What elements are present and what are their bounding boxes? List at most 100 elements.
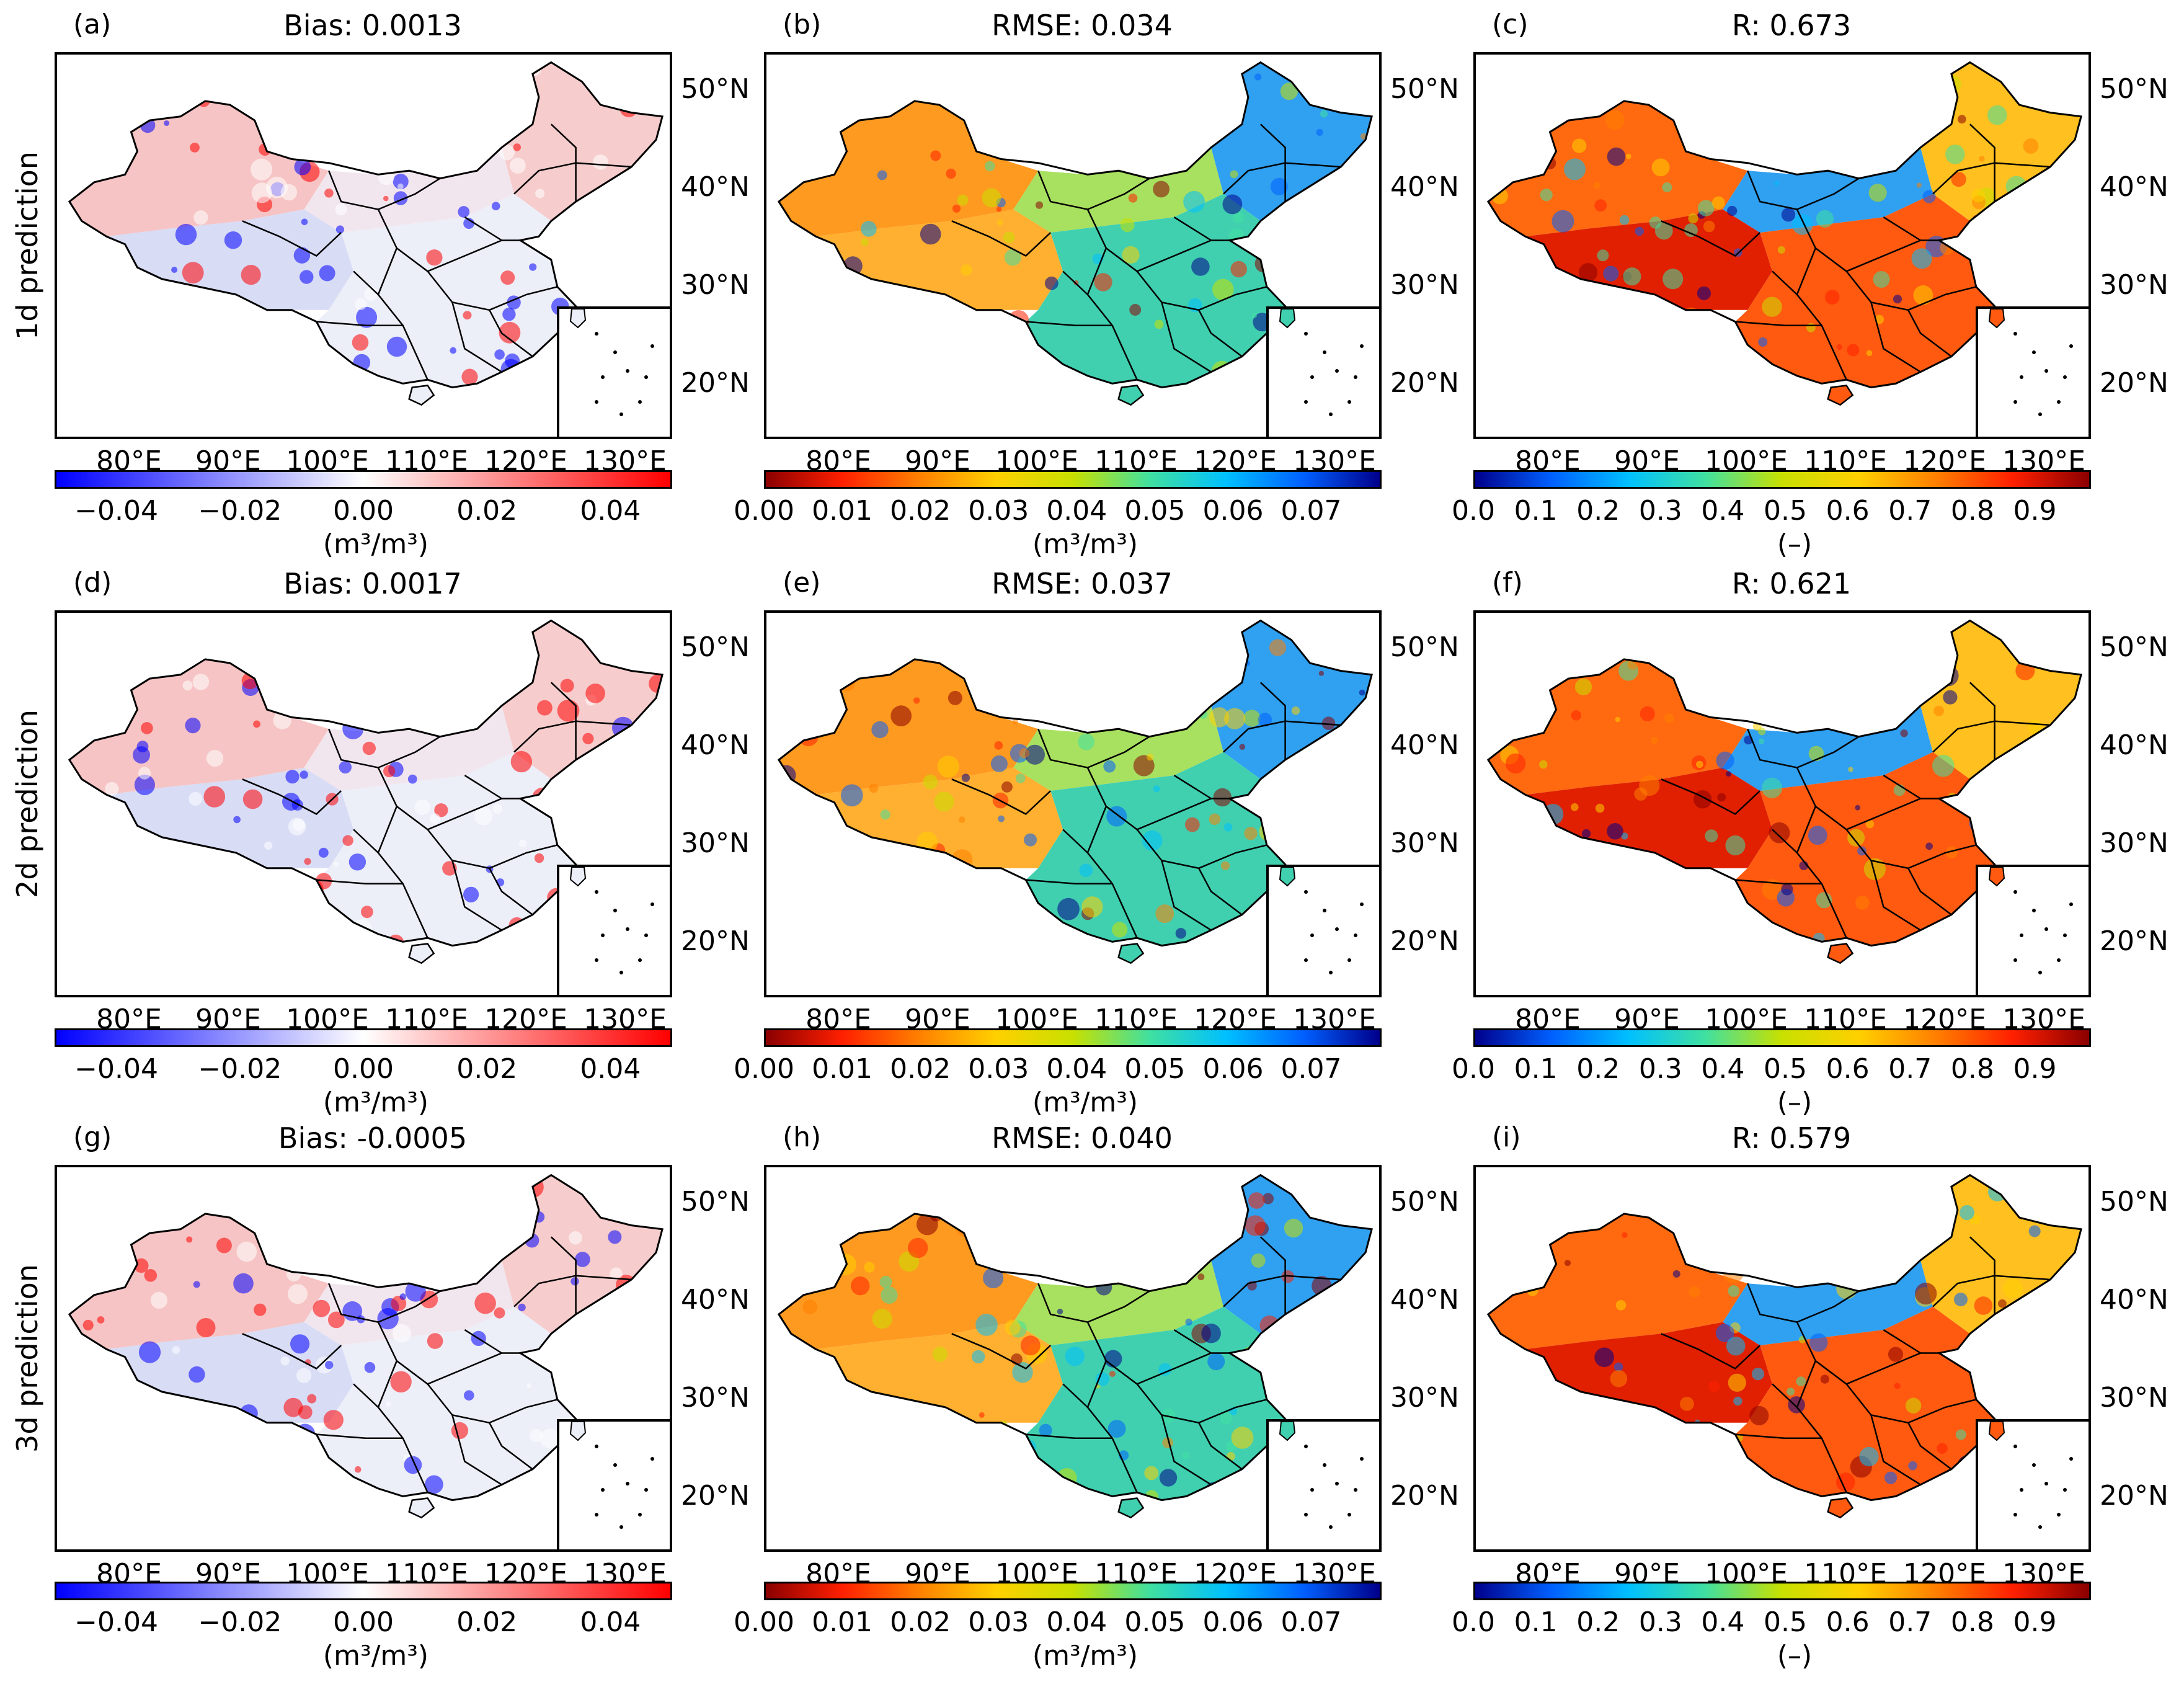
- texture-blob: [319, 265, 335, 282]
- province-boundary: [1026, 1433, 1112, 1440]
- province-boundary: [1198, 868, 1243, 915]
- province-boundary: [1086, 1322, 1230, 1385]
- colorbar-tick-label: 0.02: [890, 1053, 951, 1085]
- colorbar-tick-label: 0.1: [1514, 495, 1558, 527]
- texture-blob: [1001, 781, 1013, 793]
- texture-blob: [1884, 1471, 1898, 1484]
- texture-blob: [1081, 896, 1103, 918]
- region-northeast: [1211, 1175, 1372, 1334]
- texture-blob: [1717, 793, 1726, 802]
- texture-blob: [997, 1175, 1018, 1191]
- texture-blob: [135, 422, 143, 430]
- texture-blob: [961, 264, 972, 276]
- panel-title: Bias: 0.0013: [283, 9, 462, 42]
- texture-blob: [253, 720, 260, 728]
- texture-blob: [766, 1521, 785, 1541]
- texture-blob: [397, 958, 406, 967]
- texture-blob: [1688, 213, 1698, 224]
- texture-blob: [220, 919, 235, 934]
- texture-blob: [511, 106, 520, 115]
- texture-blob: [1231, 1427, 1254, 1449]
- texture-blob: [463, 886, 479, 902]
- texture-blob: [1726, 1336, 1746, 1356]
- texture-blob: [2081, 620, 2082, 628]
- texture-blob: [946, 168, 956, 179]
- texture-blob: [1974, 1296, 1993, 1315]
- latitude-label: 20°N: [2100, 925, 2168, 957]
- region-northeast: [1211, 62, 1372, 221]
- texture-blob: [1847, 829, 1865, 847]
- colorbar-tick-label: 0.0: [1452, 1606, 1495, 1638]
- province-boundary: [377, 247, 428, 380]
- texture-blob: [1013, 328, 1028, 343]
- latitude-label: 40°N: [2100, 1284, 2168, 1316]
- texture-blob: [2068, 184, 2074, 190]
- texture-blob: [82, 1319, 94, 1331]
- texture-blob: [202, 290, 207, 295]
- colorbar-tick-label: 0.06: [1202, 495, 1264, 527]
- texture-blob: [81, 108, 98, 125]
- texture-blob: [335, 225, 344, 234]
- texture-blob: [530, 1428, 543, 1443]
- texture-blob: [1635, 226, 1644, 236]
- texture-blob: [1159, 1469, 1178, 1487]
- texture-blob: [1908, 1461, 1917, 1471]
- texture-blob: [1564, 1260, 1571, 1267]
- panel-title: R: 0.579: [1731, 1121, 1852, 1155]
- texture-blob: [313, 924, 331, 942]
- colorbar-unit-label: (–): [1777, 1640, 1813, 1672]
- province-boundary: [1661, 778, 1761, 816]
- texture-blob: [1291, 706, 1300, 715]
- texture-blob: [993, 620, 1006, 630]
- texture-blob: [778, 293, 792, 309]
- texture-blob: [603, 195, 610, 202]
- texture-blob: [1244, 827, 1258, 840]
- texture-blob: [393, 174, 409, 190]
- texture-blob: [1945, 1516, 1953, 1524]
- texture-blob: [102, 328, 125, 351]
- texture-blob: [1900, 729, 1908, 737]
- texture-blob: [971, 100, 977, 106]
- texture-blob: [653, 1265, 659, 1271]
- texture-blob: [1951, 172, 1966, 187]
- texture-blob: [339, 760, 352, 774]
- texture-blob: [304, 1517, 315, 1528]
- texture-blob: [668, 293, 672, 302]
- panel-letter: (g): [73, 1121, 112, 1153]
- texture-blob: [135, 891, 153, 909]
- texture-blob: [984, 161, 995, 172]
- texture-blob: [94, 388, 105, 399]
- texture-blob: [154, 391, 170, 407]
- colorbar-tick-label: 0.04: [1046, 1606, 1108, 1638]
- texture-blob: [794, 654, 805, 666]
- texture-blob: [1995, 839, 2014, 858]
- texture-blob: [881, 1286, 898, 1304]
- texture-blob: [1103, 760, 1116, 773]
- latitude-label: 20°N: [681, 1480, 750, 1512]
- texture-blob: [1321, 212, 1336, 226]
- texture-blob: [982, 1476, 988, 1481]
- texture-blob: [57, 168, 66, 180]
- inset-map: [1988, 309, 2073, 416]
- colorbar-tick-label: 0.00: [333, 1053, 394, 1085]
- texture-blob: [119, 1526, 140, 1547]
- province-boundary: [513, 1275, 632, 1307]
- texture-blob: [187, 947, 197, 958]
- latitude-label: 50°N: [1390, 631, 1459, 663]
- colorbar-tick-label: 0.02: [890, 1606, 951, 1638]
- texture-blob: [1175, 928, 1186, 939]
- texture-blob: [1219, 620, 1235, 637]
- panel-letter: (a): [73, 9, 112, 40]
- panel-title: R: 0.621: [1731, 567, 1852, 600]
- texture-blob: [944, 915, 954, 925]
- texture-blob: [1497, 1363, 1517, 1383]
- texture-blob: [313, 1299, 331, 1317]
- texture-blob: [851, 1194, 864, 1208]
- texture-blob: [1239, 744, 1246, 750]
- texture-blob: [1813, 942, 1828, 946]
- texture-blob: [1521, 1175, 1536, 1188]
- texture-blob: [890, 705, 912, 727]
- texture-blob: [801, 1450, 821, 1471]
- texture-blob: [571, 217, 586, 232]
- texture-blob: [1194, 421, 1203, 430]
